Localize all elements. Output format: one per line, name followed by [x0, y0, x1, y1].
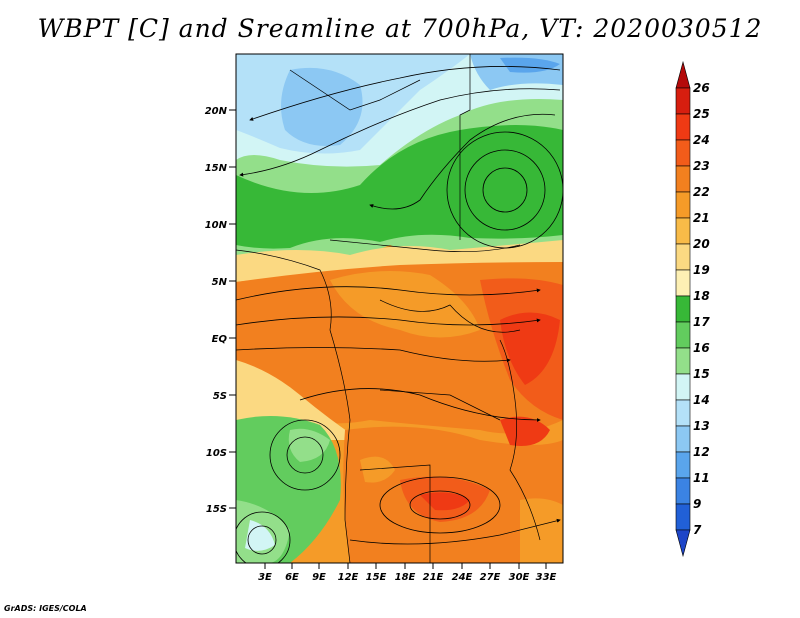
colorbar-label: 26 — [693, 81, 710, 95]
lat-axis: 20N 15N 10N 5N EQ 5S 10S 15S — [205, 106, 236, 515]
colorbar-label: 18 — [693, 289, 710, 303]
colorbar-segment — [675, 529, 691, 558]
lat-label: 5N — [212, 277, 228, 288]
colorbar-label: 9 — [693, 497, 702, 511]
colorbar-label: 14 — [693, 393, 710, 407]
coastlines — [236, 54, 541, 563]
lon-label: 24E — [452, 572, 473, 583]
lat-label: 20N — [205, 106, 228, 117]
lat-label: 5S — [213, 391, 227, 402]
lon-label: 15E — [366, 572, 387, 583]
lat-label: 10S — [206, 448, 227, 459]
lon-axis: 3E 6E 9E 12E 15E 18E 21E 24E 27E 30E 33E — [258, 563, 557, 583]
colorbar-label: 16 — [693, 341, 710, 355]
credit-text: GrADS: IGES/COLA — [4, 604, 87, 613]
colorbar-label: 20 — [693, 237, 710, 251]
colorbar-label: 7 — [693, 523, 702, 537]
lon-label: 12E — [338, 572, 359, 583]
lon-label: 21E — [423, 572, 444, 583]
wbpt-field — [236, 54, 563, 563]
lon-label: 33E — [536, 572, 557, 583]
colorbar-label: 19 — [693, 263, 710, 277]
colorbar-label: 23 — [693, 159, 710, 173]
colorbar — [675, 60, 691, 558]
lon-label: 6E — [285, 572, 299, 583]
colorbar-segment — [675, 191, 691, 219]
colorbar-segment — [675, 113, 691, 141]
colorbar-segment — [675, 295, 691, 323]
colorbar-label: 22 — [693, 185, 710, 199]
colorbar-label: 25 — [693, 107, 710, 121]
lon-label: 30E — [509, 572, 530, 583]
colorbar-label: 13 — [693, 419, 710, 433]
colorbar-segment — [675, 503, 691, 531]
colorbar-segment — [675, 347, 691, 375]
colorbar-segment — [675, 269, 691, 297]
colorbar-segment — [675, 477, 691, 505]
lat-label: 10N — [205, 220, 228, 231]
colorbar-segment — [675, 373, 691, 401]
colorbar-label: 21 — [693, 211, 710, 225]
lat-label: EQ — [212, 334, 228, 345]
colorbar-segment — [675, 321, 691, 349]
lon-label: 18E — [395, 572, 416, 583]
lat-label: 15S — [206, 504, 227, 515]
map-frame — [235, 53, 564, 564]
colorbar-segment — [675, 87, 691, 115]
colorbar-segment — [675, 139, 691, 167]
chart-title: WBPT [C] and Sreamline at 700hPa, VT: 20… — [37, 14, 763, 43]
colorbar-label: 11 — [693, 471, 710, 485]
lon-label: 27E — [480, 572, 501, 583]
lon-label: 3E — [258, 572, 272, 583]
colorbar-label: 17 — [693, 315, 710, 329]
lon-label: 9E — [312, 572, 326, 583]
colorbar-segment — [675, 243, 691, 271]
colorbar-segment — [675, 217, 691, 245]
colorbar-segment — [675, 165, 691, 193]
lat-label: 15N — [205, 163, 228, 174]
colorbar-segment — [675, 451, 691, 479]
colorbar-label: 12 — [693, 445, 710, 459]
colorbar-segment — [675, 399, 691, 427]
colorbar-label: 24 — [693, 133, 710, 147]
colorbar-label: 15 — [693, 367, 710, 381]
colorbar-segment — [675, 425, 691, 453]
colorbar-segment — [675, 60, 691, 89]
